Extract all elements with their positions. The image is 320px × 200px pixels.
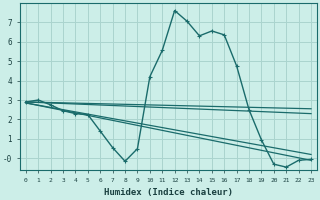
X-axis label: Humidex (Indice chaleur): Humidex (Indice chaleur) [104, 188, 233, 197]
